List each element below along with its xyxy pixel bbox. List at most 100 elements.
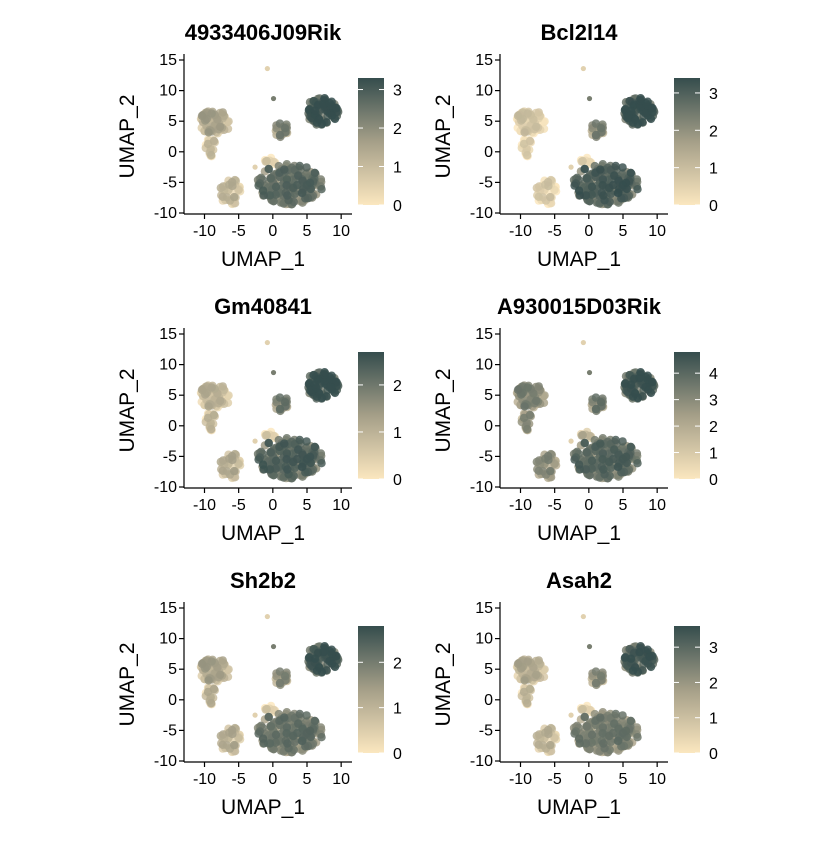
data-point <box>297 736 307 746</box>
data-point <box>574 734 584 743</box>
data-point <box>525 684 535 694</box>
data-point <box>578 156 587 166</box>
data-point <box>582 448 592 457</box>
data-point <box>643 375 652 384</box>
panel-title: 4933406J09Rik <box>185 20 342 45</box>
colorbar-tick-label: 0 <box>393 746 402 763</box>
point-layer <box>512 339 659 483</box>
data-point <box>280 165 289 174</box>
data-point <box>523 383 532 392</box>
x-tick-label: 10 <box>648 771 666 788</box>
data-point <box>204 128 213 137</box>
data-point <box>310 716 320 726</box>
data-point <box>264 339 270 346</box>
data-point <box>568 438 574 444</box>
data-point <box>265 465 275 474</box>
data-point <box>596 713 605 722</box>
y-tick-label: 10 <box>475 83 493 100</box>
data-point <box>581 191 591 200</box>
colorbar <box>674 626 700 753</box>
colorbar-tick-label: 0 <box>709 472 718 489</box>
y-tick-label: 0 <box>168 144 177 161</box>
data-point <box>587 730 597 739</box>
data-point <box>305 178 315 187</box>
y-tick-label: -10 <box>154 479 177 496</box>
feature-panel-6: Asah2 -10 -5 0 5 10 15 -10 -5 0 5 10 UMAP_1 UMAP_2 0 1 2… <box>432 568 718 819</box>
data-point <box>636 368 645 377</box>
data-point <box>613 462 623 472</box>
x-tick-label: -5 <box>548 223 562 240</box>
data-point <box>636 94 645 103</box>
data-point <box>227 177 237 187</box>
y-tick-label: 15 <box>475 52 493 69</box>
data-point <box>621 178 631 187</box>
colorbar-tick-label: 0 <box>393 198 402 215</box>
data-point <box>618 437 627 446</box>
data-point <box>568 712 574 718</box>
panel-title: Gm40841 <box>214 294 312 319</box>
x-tick-label: -5 <box>548 771 562 788</box>
data-point <box>636 102 645 111</box>
data-point <box>327 101 336 110</box>
y-tick-label: -10 <box>470 753 493 770</box>
data-point <box>626 442 636 452</box>
data-point <box>611 709 620 719</box>
data-point <box>295 435 304 445</box>
x-tick-label: 10 <box>332 497 350 514</box>
data-point <box>586 643 593 650</box>
colorbar-tick-label: 1 <box>393 160 402 177</box>
data-point <box>532 122 541 131</box>
data-point <box>582 722 592 731</box>
x-tick-label: 0 <box>268 771 277 788</box>
data-point <box>599 739 608 748</box>
data-point <box>543 451 553 461</box>
data-point <box>513 385 523 394</box>
data-point <box>312 383 321 393</box>
data-point <box>534 382 543 391</box>
data-point <box>618 163 627 172</box>
data-point <box>523 425 532 434</box>
data-point <box>264 438 273 448</box>
data-point <box>305 452 315 461</box>
y-tick-label: -5 <box>163 722 177 739</box>
x-tick-label: 10 <box>648 223 666 240</box>
y-axis-title: UMAP_2 <box>116 368 139 452</box>
data-point <box>280 713 289 722</box>
data-point <box>633 459 642 468</box>
data-point <box>626 106 636 115</box>
data-point <box>320 376 329 385</box>
y-tick-label: 0 <box>484 144 493 161</box>
data-point <box>207 109 216 118</box>
y-axis-title: UMAP_2 <box>116 642 139 726</box>
x-tick-label: -5 <box>548 497 562 514</box>
y-tick-label: 15 <box>475 326 493 343</box>
y-tick-label: -5 <box>479 722 493 739</box>
data-point <box>534 192 543 201</box>
data-point <box>568 164 574 170</box>
data-point <box>523 699 532 708</box>
data-point <box>578 704 587 714</box>
data-point <box>258 186 268 195</box>
y-tick-label: -10 <box>154 205 177 222</box>
x-tick-label: -10 <box>509 771 532 788</box>
data-point <box>266 174 276 183</box>
data-point <box>580 65 586 72</box>
data-point <box>327 649 336 658</box>
data-point <box>282 729 291 738</box>
data-point <box>280 672 290 681</box>
y-tick-label: 5 <box>484 387 493 404</box>
data-point <box>630 389 640 398</box>
data-point <box>587 456 597 465</box>
data-point <box>587 182 597 191</box>
data-point <box>320 94 329 103</box>
data-point <box>626 716 636 726</box>
data-point <box>534 466 543 475</box>
data-point <box>270 369 277 376</box>
data-point <box>513 111 523 121</box>
colorbar-tick-label: 1 <box>709 446 718 463</box>
data-point <box>534 108 543 117</box>
data-point <box>204 676 213 685</box>
data-point <box>633 733 642 742</box>
data-point <box>330 114 340 124</box>
data-point <box>586 369 593 376</box>
